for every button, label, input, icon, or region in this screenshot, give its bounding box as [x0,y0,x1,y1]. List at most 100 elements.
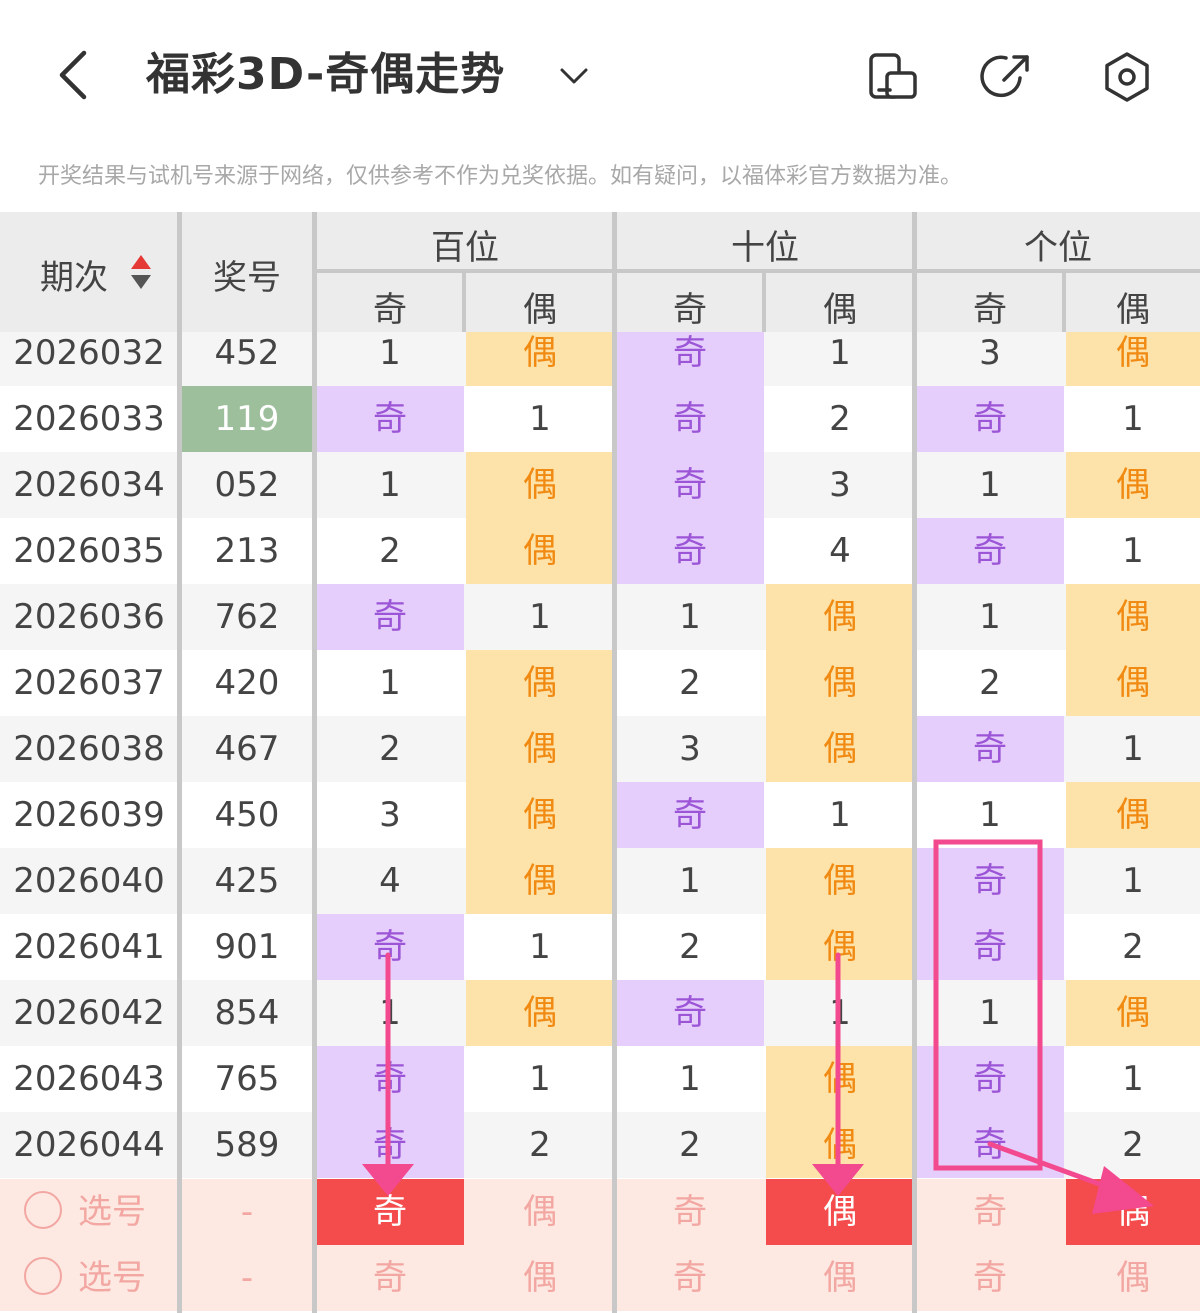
hundreds-odd-cell: 2 [379,729,401,769]
hundreds-odd-cell: 奇 [316,386,464,452]
units-odd-cell: 1 [979,795,1001,835]
pick-tens-even-toggle[interactable]: 偶 [766,1179,914,1245]
hundreds-even-cell: 偶 [466,452,614,518]
units-even-cell: 1 [1122,729,1144,769]
tens-odd-cell: 1 [679,861,701,901]
rotate-screen-icon[interactable] [866,50,920,104]
tens-even-cell: 偶 [766,1112,914,1178]
tens-odd-cell: 奇 [616,332,764,386]
units-even-cell: 1 [1122,861,1144,901]
sort-icon[interactable] [130,253,152,291]
hundreds-odd-cell: 奇 [316,914,464,980]
pick-tens-even-toggle[interactable]: 偶 [823,1258,857,1298]
tens-even-cell: 1 [829,993,851,1033]
number-cell: 452 [214,333,280,373]
table-row: 2026038 467 2 偶 3 偶奇 1 [0,716,1200,782]
hundreds-even-cell: 偶 [466,650,614,716]
hundreds-even-cell: 偶 [466,782,614,848]
number-cell: 420 [214,663,280,703]
pick-units-even-toggle[interactable]: 偶 [1116,1258,1150,1298]
header-divider [762,272,766,332]
units-odd-cell: 2 [979,663,1001,703]
issue-cell: 2026041 [13,927,165,967]
table-row: 2026037 420 1 偶 2 偶 2 偶 [0,650,1200,716]
units-even-cell: 2 [1122,1125,1144,1165]
table-row: 2026034 052 1 偶奇 3 1 偶 [0,452,1200,518]
hundreds-even-cell: 2 [529,1125,551,1165]
number-column-header: 奖号 [213,258,281,298]
tens-odd-cell: 2 [679,1125,701,1165]
pick-radio[interactable] [24,1257,62,1295]
pick-hundreds-odd-toggle[interactable]: 奇 [316,1179,464,1245]
issue-cell: 2026040 [13,861,165,901]
hundreds-even-cell: 偶 [466,518,614,584]
pick-hundreds-odd-toggle[interactable]: 奇 [373,1258,407,1298]
back-arrow-icon[interactable] [50,45,100,105]
hundreds-even-cell: 偶 [466,332,614,386]
pick-hundreds-even-toggle[interactable]: 偶 [523,1192,557,1232]
hundreds-even-header: 偶 [523,290,557,330]
pick-tens-odd-toggle[interactable]: 奇 [673,1258,707,1298]
hundreds-odd-cell: 2 [379,531,401,571]
pick-label[interactable]: 选号 [78,1192,146,1232]
pick-label[interactable]: 选号 [78,1258,146,1298]
tens-even-cell: 偶 [766,584,914,650]
header-divider [316,269,1200,273]
disclaimer-notice: 开奖结果与试机号来源于网络，仅供参考不作为兑奖依据。如有疑问，以福体彩官方数据为… [38,164,963,189]
hundreds-even-cell: 偶 [466,980,614,1046]
header-divider [462,272,466,332]
hundreds-odd-cell: 奇 [316,1112,464,1178]
tens-even-cell: 1 [829,795,851,835]
tens-odd-cell: 奇 [616,782,764,848]
units-group-header: 个位 [1024,228,1092,268]
app-header: 福彩3D-奇偶走势 [0,0,1200,150]
number-cell: 052 [214,465,280,505]
hundreds-group-header: 百位 [431,228,499,268]
table-row: 2026040 425 4 偶 1 偶奇 1 [0,848,1200,914]
hundreds-odd-cell: 3 [379,795,401,835]
units-even-cell: 2 [1122,927,1144,967]
units-odd-cell: 奇 [916,1112,1064,1178]
share-icon[interactable] [980,50,1034,104]
issue-cell: 2026036 [13,597,165,637]
pick-radio[interactable] [24,1191,62,1229]
pick-tens-odd-toggle[interactable]: 奇 [673,1192,707,1232]
issue-cell: 2026038 [13,729,165,769]
hundreds-even-cell: 1 [529,597,551,637]
number-cell: 762 [214,597,280,637]
table-row: 2026033 119 奇 1 奇 2 奇 1 [0,386,1200,452]
header-divider [1062,272,1066,332]
table-header: 期次 奖号 百位 十位 个位 奇 偶 奇 偶 奇 偶 [0,212,1200,332]
pick-units-even-toggle[interactable]: 偶 [1066,1179,1200,1245]
tens-even-header: 偶 [823,290,857,330]
units-even-cell: 偶 [1066,980,1200,1046]
units-even-cell: 偶 [1066,650,1200,716]
pick-hundreds-even-toggle[interactable]: 偶 [523,1258,557,1298]
issue-column-header[interactable]: 期次 [40,258,108,298]
hundreds-odd-header: 奇 [373,290,407,330]
pick-units-odd-toggle[interactable]: 奇 [973,1192,1007,1232]
tens-even-cell: 偶 [766,716,914,782]
units-odd-header: 奇 [973,290,1007,330]
hundreds-odd-cell: 4 [379,861,401,901]
number-cell: 213 [214,531,280,571]
hundreds-odd-cell: 1 [379,993,401,1033]
hundreds-even-cell: 偶 [466,848,614,914]
table-row: 2026039 450 3 偶奇 1 1 偶 [0,782,1200,848]
tens-even-cell: 偶 [766,848,914,914]
units-even-cell: 1 [1122,399,1144,439]
hundreds-odd-cell: 奇 [316,1046,464,1112]
pick-units-odd-toggle[interactable]: 奇 [973,1258,1007,1298]
chevron-down-icon[interactable] [556,58,592,94]
tens-odd-cell: 1 [679,597,701,637]
units-odd-cell: 奇 [916,914,1064,980]
tens-even-cell: 偶 [766,914,914,980]
units-odd-cell: 奇 [916,716,1064,782]
issue-cell: 2026033 [13,399,165,439]
units-odd-cell: 奇 [916,848,1064,914]
settings-icon[interactable] [1100,50,1154,104]
pick-number: - [240,1258,254,1298]
column-divider [912,212,917,1313]
tens-even-cell: 1 [829,333,851,373]
issue-cell: 2026044 [13,1125,165,1165]
